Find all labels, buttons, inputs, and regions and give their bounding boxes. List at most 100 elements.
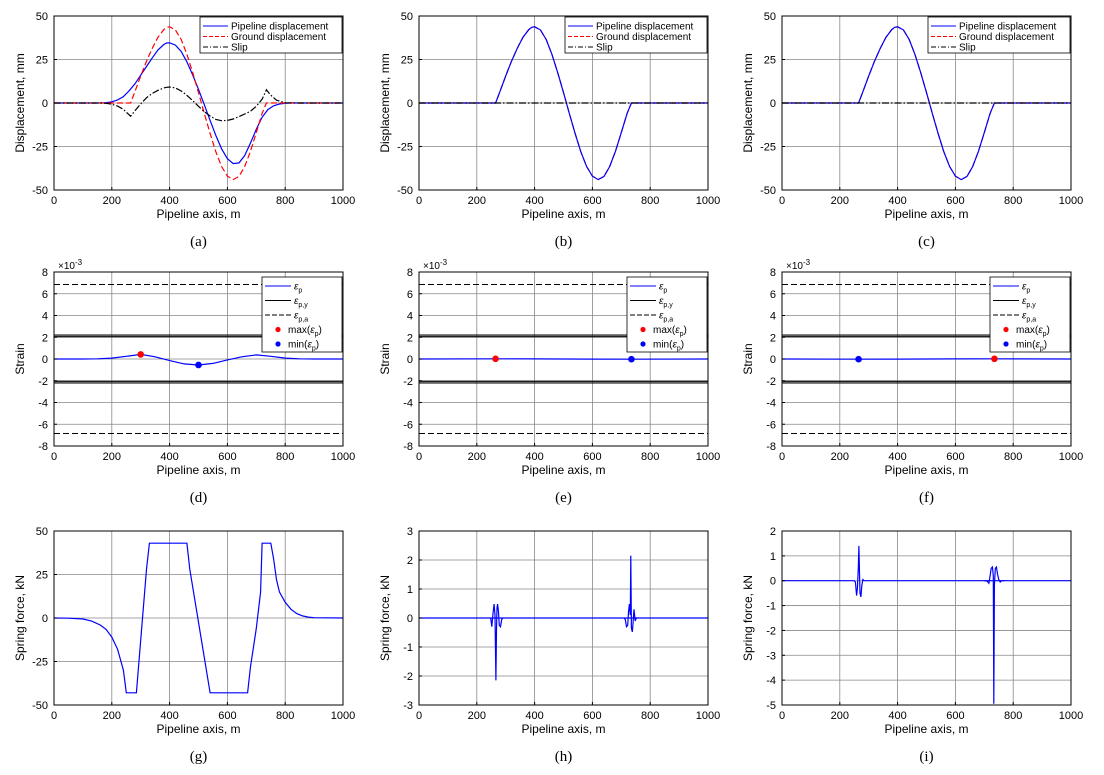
x-tick-label: 1000 — [1059, 710, 1083, 722]
y-tick-label: 0 — [407, 98, 413, 110]
legend-label: Ground displacement — [231, 32, 326, 43]
x-tick-label: 800 — [1004, 710, 1022, 722]
x-axis-label: Pipeline axis, m — [521, 207, 605, 221]
legend-label: Slip — [959, 43, 976, 54]
plot-area — [782, 531, 1071, 705]
y-tick-label: 25 — [401, 55, 413, 67]
x-axis-label: Pipeline axis, m — [521, 463, 605, 477]
y-tick-label: -50 — [760, 185, 776, 197]
y-tick-label: -4 — [403, 398, 413, 410]
y-tick-label: -50 — [32, 185, 48, 197]
x-tick-label: 800 — [1004, 195, 1022, 207]
x-tick-label: 1000 — [1059, 451, 1083, 463]
legend-label: εp — [1022, 282, 1030, 295]
y-tick-label: 0 — [770, 98, 776, 110]
x-tick-label: 800 — [1004, 451, 1022, 463]
x-tick-label: 800 — [641, 710, 659, 722]
x-tick-label: 1000 — [696, 710, 720, 722]
y-tick-label: 0 — [770, 354, 776, 366]
min-point — [195, 361, 202, 369]
y-tick-label: 0 — [42, 613, 48, 625]
x-tick-label: 400 — [160, 710, 178, 722]
y-tick-label: 6 — [407, 289, 413, 301]
legend-marker — [1003, 341, 1009, 347]
x-tick-label: 600 — [218, 451, 236, 463]
x-tick-label: 600 — [946, 710, 964, 722]
max-point — [137, 351, 144, 358]
y-exponent-label: ×10-3 — [58, 258, 83, 272]
y-axis-label: Strain — [741, 343, 755, 374]
y-tick-label: 1 — [770, 551, 776, 563]
x-tick-label: 600 — [218, 195, 236, 207]
y-tick-label: 25 — [36, 570, 48, 582]
series-line-slip — [54, 86, 343, 122]
series-line-spring-force-2 — [984, 565, 1005, 704]
x-tick-label: 200 — [831, 195, 849, 207]
series-line-spring-force-2 — [623, 555, 638, 633]
y-tick-label: -2 — [766, 625, 776, 637]
x-tick-label: 1000 — [331, 195, 355, 207]
x-tick-label: 600 — [583, 195, 601, 207]
x-tick-label: 200 — [468, 451, 486, 463]
y-tick-label: 0 — [42, 98, 48, 110]
x-tick-label: 400 — [160, 451, 178, 463]
x-tick-label: 600 — [583, 451, 601, 463]
y-tick-label: -3 — [766, 650, 776, 662]
series-line-ground-displacement — [54, 26, 343, 181]
y-tick-label: -8 — [38, 441, 48, 453]
y-tick-label: 2 — [770, 526, 776, 538]
y-axis-label: Strain — [13, 343, 27, 374]
y-tick-label: -2 — [766, 376, 776, 388]
y-tick-label: 3 — [407, 526, 413, 538]
x-tick-label: 0 — [416, 195, 422, 207]
x-tick-label: 800 — [276, 451, 294, 463]
x-tick-label: 400 — [888, 195, 906, 207]
plot-frame — [781, 530, 1072, 706]
y-tick-label: -4 — [766, 398, 776, 410]
y-tick-label: -25 — [32, 657, 48, 669]
x-tick-label: 400 — [525, 451, 543, 463]
series-line-pipeline-displacement — [782, 26, 1071, 181]
y-tick-label: -5 — [766, 700, 776, 712]
y-tick-label: -50 — [397, 185, 413, 197]
x-tick-label: 800 — [641, 451, 659, 463]
x-tick-label: 400 — [888, 451, 906, 463]
x-tick-label: 200 — [103, 710, 121, 722]
y-tick-label: -6 — [38, 419, 48, 431]
legend-label: εp,y — [294, 296, 308, 309]
y-axis-label: Spring force, kN — [378, 575, 392, 661]
y-axis-label: Displacement, mm — [378, 53, 392, 152]
x-tick-label: 400 — [525, 710, 543, 722]
x-tick-label: 0 — [779, 451, 785, 463]
y-tick-label: 0 — [407, 354, 413, 366]
panel-caption: (i) — [919, 749, 933, 765]
panel-caption: (g) — [190, 749, 208, 765]
series-line-spring-force — [419, 604, 708, 681]
y-tick-label: -8 — [403, 441, 413, 453]
y-tick-label: 25 — [764, 55, 776, 67]
x-axis-label: Pipeline axis, m — [156, 722, 240, 736]
y-tick-label: -8 — [766, 441, 776, 453]
y-tick-label: -25 — [760, 142, 776, 154]
min-point — [628, 355, 635, 363]
panel-c: 0 200 400 600 800 1000 50 25 0 -25 -50 Pipeline axi… — [741, 11, 1083, 250]
y-tick-label: 4 — [407, 311, 413, 323]
y-tick-label: 25 — [36, 55, 48, 67]
legend-label: Ground displacement — [596, 32, 691, 43]
legend-label: min(εp) — [1016, 340, 1047, 353]
y-tick-label: -3 — [403, 700, 413, 712]
legend-label: Slip — [596, 43, 613, 54]
x-tick-label: 800 — [641, 195, 659, 207]
series-line-pipeline-displacement — [54, 42, 343, 165]
y-tick-label: -25 — [32, 142, 48, 154]
legend-label: max(εp) — [288, 325, 322, 338]
x-tick-label: 1000 — [1059, 195, 1083, 207]
x-tick-label: 400 — [160, 195, 178, 207]
y-tick-label: -4 — [766, 675, 776, 687]
x-tick-label: 800 — [276, 710, 294, 722]
x-tick-label: 0 — [779, 195, 785, 207]
legend-label: εp,y — [659, 296, 673, 309]
legend-label: min(εp) — [288, 340, 319, 353]
y-tick-label: -1 — [766, 601, 776, 613]
